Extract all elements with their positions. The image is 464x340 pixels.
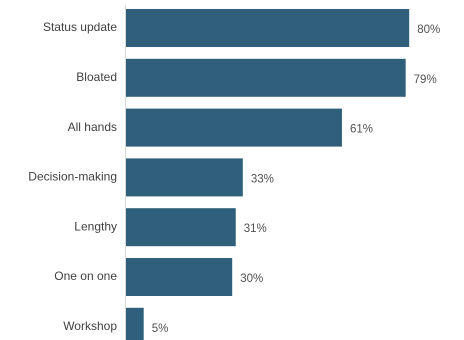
value-labels: 80% 79% 61% 33% 31% 30% 5% — [152, 24, 441, 335]
category-label-workshop: Workshop — [63, 319, 117, 333]
value-label-decision-making: 33% — [251, 173, 274, 185]
value-label-workshop: 5% — [152, 323, 169, 335]
value-label-status-update: 80% — [417, 24, 440, 36]
value-label-bloated: 79% — [414, 74, 437, 86]
category-labels: Status update Bloated All hands Decision-ma… — [28, 20, 117, 333]
value-label-lengthy: 31% — [244, 223, 267, 235]
bar-decision-making — [126, 158, 243, 197]
category-label-one-on-one: One on one — [54, 269, 117, 283]
bar-all-hands — [126, 108, 342, 147]
bars — [126, 9, 410, 340]
value-label-all-hands: 61% — [350, 124, 373, 136]
bar-one-on-one — [126, 258, 233, 296]
category-label-decision-making: Decision-making — [28, 170, 117, 184]
category-label-status-update: Status update — [43, 20, 117, 34]
bar-workshop — [126, 307, 144, 340]
value-label-one-on-one: 30% — [240, 273, 263, 285]
bar-status-update — [126, 9, 410, 47]
bar-lengthy — [126, 208, 236, 247]
category-label-all-hands: All hands — [68, 120, 117, 134]
category-label-lengthy: Lengthy — [74, 219, 117, 233]
category-label-bloated: Bloated — [76, 70, 117, 84]
bar-bloated — [126, 58, 406, 97]
